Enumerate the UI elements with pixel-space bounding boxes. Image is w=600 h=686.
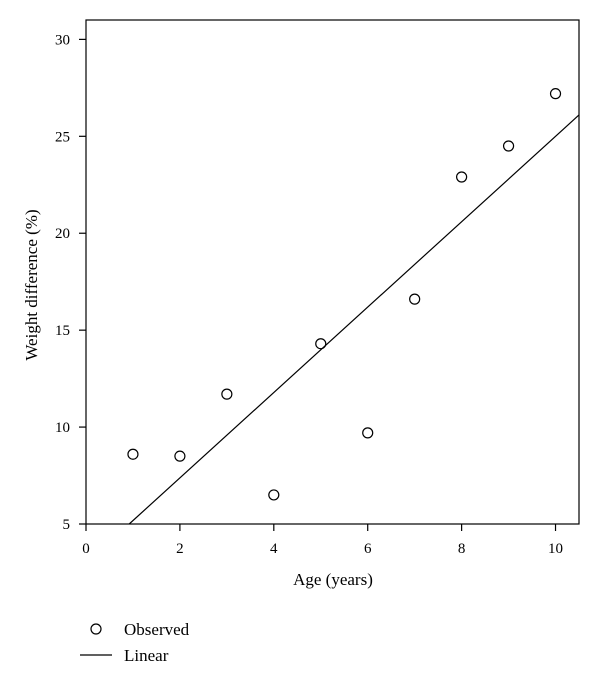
plot-frame-group (85, 19, 580, 525)
plot-frame (85, 19, 580, 525)
y-tick-label: 30 (55, 32, 70, 48)
observed-point (127, 448, 139, 460)
observed-point (174, 450, 186, 462)
legend-linear-label: Linear (124, 646, 169, 665)
observed-point (549, 88, 562, 100)
observed-point (362, 427, 374, 439)
x-tick-label: 6 (364, 541, 372, 557)
x-tick-label: 4 (270, 541, 278, 557)
observed-point (221, 388, 233, 400)
x-tick-label: 0 (82, 541, 90, 557)
legend-observed-marker (90, 623, 102, 635)
y-tick-label: 5 (63, 517, 71, 533)
x-axis-title: Age (years) (293, 570, 373, 589)
y-tick-label: 20 (55, 226, 70, 242)
observed-point (502, 140, 515, 152)
legend-observed-label: Observed (124, 620, 190, 639)
linear-fit-group (128, 114, 580, 525)
axis-ticks: 0 2 4 6 8 10 5 10 15 20 25 30 (55, 32, 563, 557)
y-tick-label: 10 (55, 420, 70, 436)
y-tick-label: 15 (55, 323, 70, 339)
observed-points-group (127, 88, 562, 501)
legend: Observed Linear (80, 620, 190, 665)
observed-point (268, 489, 280, 501)
x-tick-label: 8 (458, 541, 466, 557)
observed-point (456, 171, 468, 183)
observed-point (315, 338, 327, 350)
x-tick-label: 2 (176, 541, 184, 557)
observed-point (409, 293, 421, 305)
x-tick-label: 10 (548, 541, 563, 557)
linear-fit-line (128, 114, 580, 525)
y-tick-label: 25 (55, 129, 70, 145)
y-axis-title: Weight difference (%) (22, 209, 41, 360)
